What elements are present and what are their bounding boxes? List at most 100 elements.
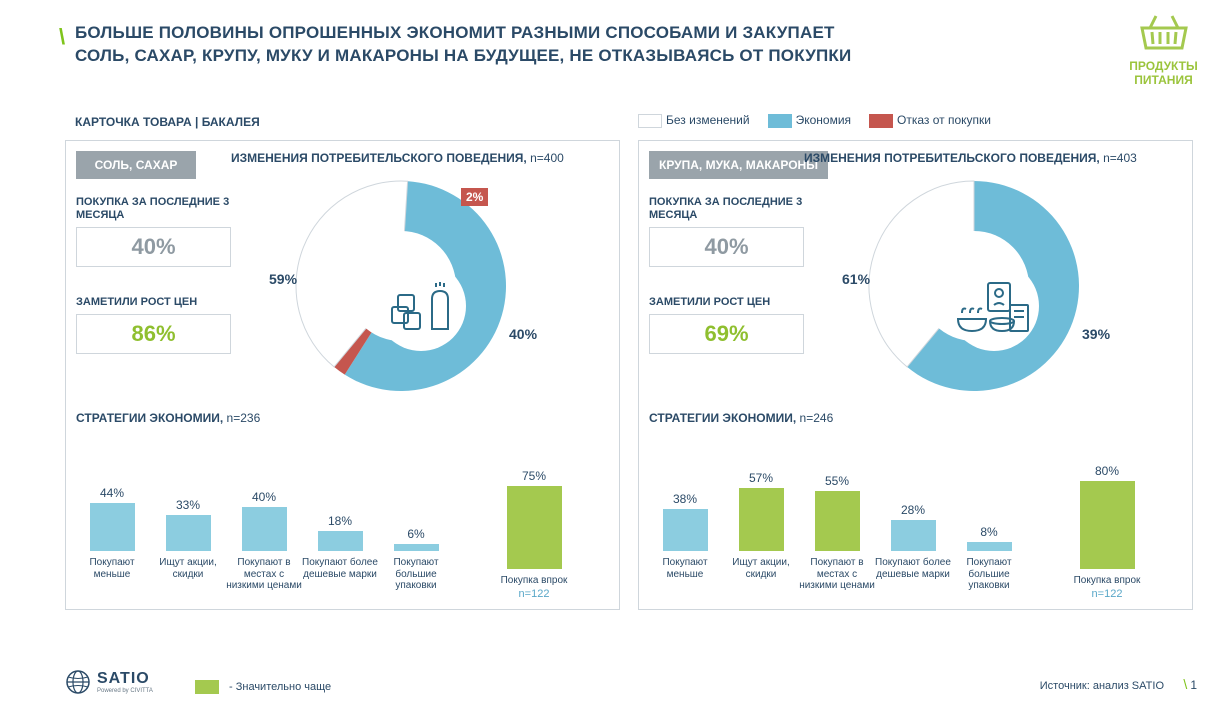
bar-rect	[815, 491, 860, 552]
grain-icon	[949, 261, 1039, 351]
strategies-title: СТРАТЕГИИ ЭКОНОМИИ, n=246	[649, 411, 833, 425]
stock-bar: 75% Покупка впрокn=122	[474, 469, 594, 601]
bar-rect	[507, 486, 562, 569]
donut-slice-label: 59%	[269, 271, 297, 287]
logo-sub: Powered by CIVITTA	[97, 688, 153, 694]
header: \ БОЛЬШЕ ПОЛОВИНЫ ОПРОШЕННЫХ ЭКОНОМИТ РА…	[75, 22, 1139, 68]
bar: 33% Ищут акции, скидки	[150, 498, 226, 601]
bar-label: Покупка впрокn=122	[1047, 575, 1167, 601]
bar-rect	[739, 488, 784, 551]
bar: 18% Покупают более дешевые марки	[302, 514, 378, 601]
page-number: \1	[1183, 676, 1197, 692]
bar-rect	[394, 544, 439, 551]
bar-rect	[663, 509, 708, 551]
title-line2: СОЛЬ, САХАР, КРУПУ, МУКУ И МАКАРОНЫ НА Б…	[75, 46, 851, 65]
legend-bottom: - Значительно чаще	[195, 680, 331, 694]
bar-value: 44%	[74, 486, 150, 500]
bar-rect	[242, 507, 287, 551]
legend-top: Без измененийЭкономияОтказ от покупки	[638, 113, 991, 128]
strategies-title: СТРАТЕГИИ ЭКОНОМИИ, n=236	[76, 411, 260, 425]
source-text: Источник: анализ SATIO	[1040, 680, 1164, 692]
stat-label: ПОКУПКА ЗА ПОСЛЕДНИЕ 3 МЕСЯЦА	[649, 196, 804, 222]
category-label: ПРОДУКТЫ ПИТАНИЯ	[1116, 59, 1211, 88]
bar-rect	[891, 520, 936, 551]
bar-label: Покупают более дешевые марки	[875, 557, 951, 601]
bar: 28% Покупают более дешевые марки	[875, 503, 951, 601]
bar-label: Ищут акции, скидки	[150, 557, 226, 601]
bar-value: 40%	[226, 490, 302, 504]
slash-icon: \	[59, 24, 65, 50]
bar-label: Покупают в местах с низкими ценами	[226, 557, 302, 601]
stat-value: 40%	[649, 227, 804, 267]
bar-value: 75%	[474, 469, 594, 483]
bar-chart: 38% Покупают меньше57% Ищут акции, скидк…	[647, 436, 1184, 601]
legend-swatch	[869, 114, 893, 128]
bar-chart: 44% Покупают меньше33% Ищут акции, скидк…	[74, 436, 611, 601]
donut-slice-label: 39%	[1082, 326, 1110, 342]
panel-left: СОЛЬ, САХАР ИЗМЕНЕНИЯ ПОТРЕБИТЕЛЬСКОГО ПО…	[65, 140, 620, 610]
legend-swatch	[768, 114, 792, 128]
product-tag: КРУПА, МУКА, МАКАРОНЫ	[649, 151, 828, 179]
slash-small-icon: \	[1183, 676, 1187, 692]
legend-bottom-label: - Значительно чаще	[229, 681, 331, 693]
bar: 38% Покупают меньше	[647, 492, 723, 601]
bar-label: Покупают в местах с низкими ценами	[799, 557, 875, 601]
bar: 44% Покупают меньше	[74, 486, 150, 601]
salt-icon	[376, 261, 466, 351]
stat-price-growth: ЗАМЕТИЛИ РОСТ ЦЕН 69%	[649, 296, 804, 354]
footer: SATIO Powered by CIVITTA - Значительно ч…	[65, 669, 1209, 695]
bar-value: 38%	[647, 492, 723, 506]
bar-label: Покупают меньше	[74, 557, 150, 601]
bar-value: 8%	[951, 525, 1027, 539]
bar: 8% Покупают большие упаковки	[951, 525, 1027, 601]
bar-rect	[967, 542, 1012, 551]
bar-rect	[166, 515, 211, 551]
stat-value: 40%	[76, 227, 231, 267]
subtitle: КАРТОЧКА ТОВАРА | БАКАЛЕЯ	[75, 115, 260, 129]
stat-value: 69%	[649, 314, 804, 354]
donut-chart: 61%39%	[864, 176, 1124, 436]
bar-label: Покупают меньше	[647, 557, 723, 601]
title-line1: БОЛЬШЕ ПОЛОВИНЫ ОПРОШЕННЫХ ЭКОНОМИТ РАЗН…	[75, 23, 835, 42]
bar-value: 6%	[378, 527, 454, 541]
page-title: БОЛЬШЕ ПОЛОВИНЫ ОПРОШЕННЫХ ЭКОНОМИТ РАЗН…	[75, 22, 1139, 68]
basket-icon	[1134, 10, 1194, 52]
donut-chart: 59%2%40%	[291, 176, 551, 436]
donut-title: ИЗМЕНЕНИЯ ПОТРЕБИТЕЛЬСКОГО ПОВЕДЕНИЯ, n=…	[804, 151, 1137, 165]
stat-purchase-3m: ПОКУПКА ЗА ПОСЛЕДНИЕ 3 МЕСЯЦА 40%	[649, 196, 804, 267]
donut-slice-label: 61%	[842, 271, 870, 287]
product-tag: СОЛЬ, САХАР	[76, 151, 196, 179]
bar-value: 33%	[150, 498, 226, 512]
bar-value: 80%	[1047, 464, 1167, 478]
bar: 57% Ищут акции, скидки	[723, 471, 799, 601]
category-badge: ПРОДУКТЫ ПИТАНИЯ	[1116, 10, 1211, 88]
bar-value: 57%	[723, 471, 799, 485]
legend-item: Отказ от покупки	[869, 113, 991, 128]
stat-label: ПОКУПКА ЗА ПОСЛЕДНИЕ 3 МЕСЯЦА	[76, 196, 231, 222]
bar-value: 28%	[875, 503, 951, 517]
bar-value: 18%	[302, 514, 378, 528]
bar-label: Покупают большие упаковки	[951, 557, 1027, 601]
legend-item: Без изменений	[638, 113, 750, 128]
stat-label: ЗАМЕТИЛИ РОСТ ЦЕН	[649, 296, 804, 309]
bar-sub: n=122	[474, 588, 594, 601]
bar-sub: n=122	[1047, 588, 1167, 601]
globe-icon	[65, 669, 91, 695]
stat-purchase-3m: ПОКУПКА ЗА ПОСЛЕДНИЕ 3 МЕСЯЦА 40%	[76, 196, 231, 267]
donut-slice-label: 40%	[509, 326, 537, 342]
bar-label: Покупка впрокn=122	[474, 575, 594, 601]
panel-right: КРУПА, МУКА, МАКАРОНЫИЗМЕНЕНИЯ ПОТРЕБИТЕ…	[638, 140, 1193, 610]
bar: 40% Покупают в местах с низкими ценами	[226, 490, 302, 601]
legend-swatch-highlight	[195, 680, 219, 694]
legend-swatch	[638, 114, 662, 128]
stat-price-growth: ЗАМЕТИЛИ РОСТ ЦЕН 86%	[76, 296, 231, 354]
logo-main: SATIO	[97, 670, 153, 688]
bar: 6% Покупают большие упаковки	[378, 527, 454, 601]
bar-rect	[90, 503, 135, 551]
donut-title: ИЗМЕНЕНИЯ ПОТРЕБИТЕЛЬСКОГО ПОВЕДЕНИЯ, n=…	[231, 151, 564, 165]
stat-value: 86%	[76, 314, 231, 354]
page-number-value: 1	[1190, 678, 1197, 692]
stat-label: ЗАМЕТИЛИ РОСТ ЦЕН	[76, 296, 231, 309]
bar-value: 55%	[799, 474, 875, 488]
donut-slice-label: 2%	[461, 188, 488, 206]
